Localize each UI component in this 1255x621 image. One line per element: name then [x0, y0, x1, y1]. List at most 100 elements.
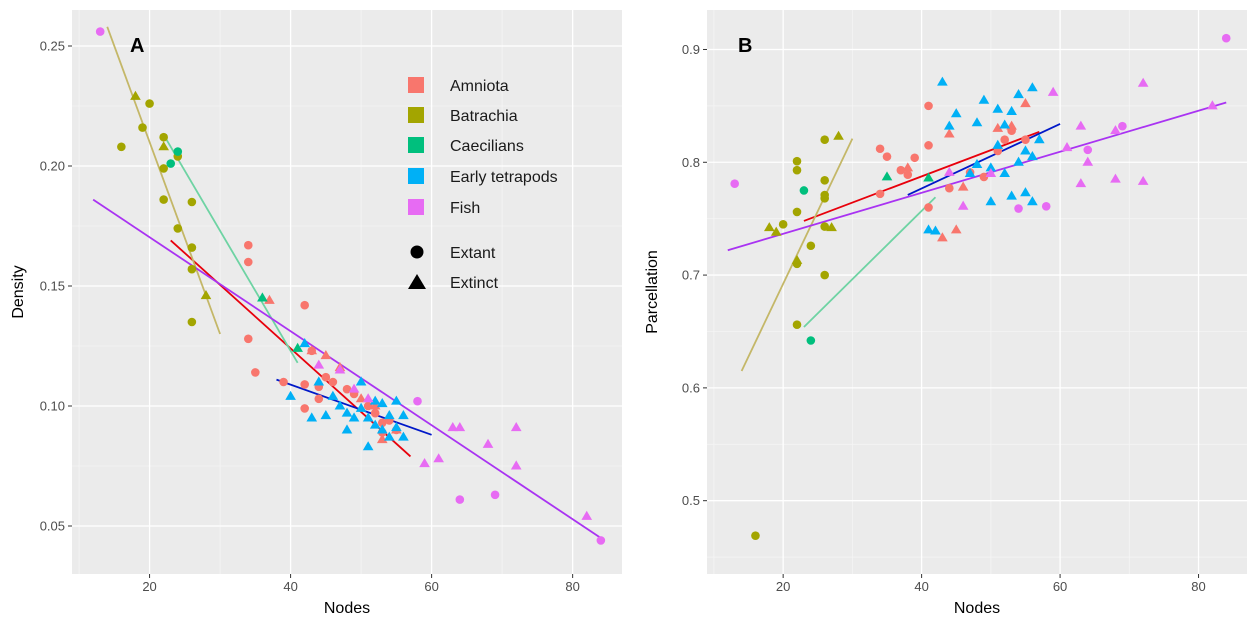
density-point-amniota-extant — [300, 380, 309, 389]
parcellation-trend-line-early-tetrapods — [907, 123, 1061, 196]
density-point-early-tetrapods-extinct — [383, 431, 395, 441]
density-point-amniota-extant — [314, 394, 324, 404]
density-point-fish-extinct — [482, 438, 494, 448]
density-trend-line-caecilians — [162, 134, 299, 364]
parcellation-panel: 20 40 60 80 0.5 0.6 0.7 0.8 0.9 B Nodes Parcell… — [644, 10, 1247, 617]
density-point-fish-extinct — [510, 460, 522, 470]
legend-label-batrachia: Batrachia — [450, 108, 518, 125]
density-y-tick-label: 0.15 — [40, 279, 65, 294]
parcellation-point-batrachia-extant — [820, 135, 829, 145]
density-point-batrachia-extant — [138, 123, 147, 132]
density-point-early-tetrapods-extinct — [341, 424, 353, 434]
parcellation-trend-line-fish — [727, 101, 1227, 252]
parcellation-point-early-tetrapods-extinct — [985, 162, 997, 172]
density-point-fish-extinct — [313, 359, 325, 369]
parcellation-trend-line-caecilians — [803, 196, 937, 328]
density-point-fish-extinct — [510, 422, 522, 432]
parcellation-point-early-tetrapods-extinct — [971, 158, 983, 169]
legend-label-extant: Extant — [450, 245, 496, 262]
parcellation-plot-area — [707, 10, 1247, 574]
parcellation-point-fish-extant — [1041, 201, 1051, 211]
legend-key-extant — [410, 245, 424, 259]
density-x-tick-label: 60 — [424, 579, 438, 594]
parcellation-minor-grid — [707, 10, 1247, 574]
density-point-fish-extant — [455, 495, 465, 504]
density-point-amniota-extant — [243, 257, 253, 267]
density-point-batrachia-extant — [173, 224, 183, 233]
parcellation-x-tick-label: 40 — [914, 579, 928, 594]
density-point-amniota-extant — [279, 377, 288, 387]
density-point-early-tetrapods-extinct — [398, 410, 409, 420]
density-minor-grid — [72, 10, 622, 574]
parcellation-x-axis-title: Nodes — [954, 600, 1000, 617]
density-point-early-tetrapods-extinct — [299, 338, 311, 348]
parcellation-point-fish-extant — [730, 179, 739, 189]
parcellation-point-fish-extinct — [1075, 120, 1087, 130]
parcellation-point-caecilians-extant — [806, 336, 816, 345]
legend: Amniota Batrachia Caecilians Early tetra… — [408, 77, 558, 292]
legend-label-amniota: Amniota — [450, 78, 509, 95]
density-point-early-tetrapods-extinct — [355, 402, 367, 412]
parcellation-point-batrachia-extant — [778, 220, 788, 229]
parcellation-y-tick-label: 0.7 — [682, 268, 700, 283]
density-point-fish-extinct — [334, 364, 346, 374]
density-point-early-tetrapods-extinct — [341, 407, 353, 417]
parcellation-point-fish-extinct — [1047, 86, 1059, 96]
parcellation-point-batrachia-extinct — [833, 130, 844, 140]
parcellation-y-axis-title: Parcellation — [644, 250, 661, 334]
density-point-caecilians-extinct — [292, 342, 303, 352]
legend-status: Extant Extinct — [408, 245, 499, 292]
density-trend-line-early-tetrapods — [276, 378, 432, 436]
density-point-amniota-extant — [321, 372, 331, 382]
parcellation-point-fish-extinct — [957, 200, 969, 210]
legend-key-caecilians — [408, 137, 424, 153]
legend-label-extinct: Extinct — [450, 275, 499, 292]
density-point-early-tetrapods-extinct — [376, 398, 388, 408]
parcellation-point-amniota-extant — [882, 152, 892, 161]
parcellation-point-fish-extant — [1221, 33, 1231, 43]
legend-key-fish — [408, 199, 424, 215]
density-panel: 20 40 60 80 0.05 0.10 0.15 0.20 0.25 A Nodes De… — [10, 10, 622, 617]
density-point-caecilians-extant — [166, 159, 176, 168]
parcellation-point-batrachia-extant — [792, 207, 802, 217]
parcellation-point-fish-extinct — [985, 167, 997, 178]
parcellation-point-early-tetrapods-extinct — [1027, 82, 1038, 92]
parcellation-point-amniota-extant — [875, 144, 885, 154]
parcellation-point-caecilians-extinct — [881, 171, 893, 181]
density-point-fish-extinct — [433, 453, 444, 463]
density-point-amniota-extant — [328, 377, 338, 387]
parcellation-point-batrachia-extant — [792, 320, 802, 330]
density-point-amniota-extinct — [369, 400, 381, 410]
density-plot-area — [72, 10, 622, 574]
density-point-amniota-extant — [251, 368, 260, 377]
parcellation-point-fish-extinct — [943, 166, 955, 176]
parcellation-points — [730, 33, 1231, 540]
parcellation-point-amniota-extinct — [902, 162, 914, 172]
density-y-tick-label: 0.05 — [40, 519, 65, 534]
density-point-early-tetrapods-extinct — [285, 390, 296, 400]
density-point-batrachia-extant — [159, 164, 168, 173]
parcellation-x-tick-label: 20 — [776, 579, 790, 594]
density-point-fish-extinct — [454, 422, 466, 432]
parcellation-point-early-tetrapods-extinct — [964, 167, 976, 178]
parcellation-point-amniota-extant — [1021, 135, 1030, 145]
density-y-axis-title: Density — [10, 265, 27, 318]
legend-groups: Amniota Batrachia Caecilians Early tetra… — [408, 77, 558, 217]
parcellation-point-early-tetrapods-extinct — [999, 167, 1011, 178]
density-point-amniota-extinct — [376, 434, 388, 444]
parcellation-point-amniota-extant — [993, 146, 1003, 156]
parcellation-point-early-tetrapods-extinct — [1027, 196, 1038, 206]
parcellation-point-early-tetrapods-extinct — [985, 196, 997, 206]
density-point-batrachia-extant — [187, 243, 197, 252]
density-point-fish-extant — [413, 396, 422, 406]
density-point-batrachia-extant — [145, 99, 154, 108]
density-point-caecilians-extinct — [257, 292, 268, 302]
parcellation-point-fish-extinct — [1075, 178, 1087, 188]
parcellation-point-amniota-extant — [924, 141, 933, 150]
density-point-batrachia-extant — [159, 195, 168, 204]
density-point-fish-extinct — [419, 458, 430, 468]
parcellation-y-tick-label: 0.8 — [682, 155, 700, 170]
parcellation-y-tick-label: 0.9 — [682, 42, 700, 57]
parcellation-point-batrachia-extant — [806, 241, 816, 251]
